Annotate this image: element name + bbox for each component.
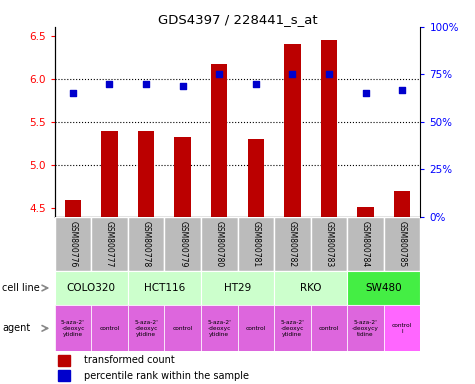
Text: GSM800783: GSM800783 <box>324 221 333 267</box>
Bar <box>384 217 420 271</box>
Bar <box>201 217 238 271</box>
Bar <box>55 271 128 305</box>
Bar <box>164 305 201 351</box>
Bar <box>128 305 164 351</box>
Text: HCT116: HCT116 <box>144 283 185 293</box>
Text: 5-aza-2'
-deoxyc
ytidine: 5-aza-2' -deoxyc ytidine <box>134 320 158 337</box>
Text: control
l: control l <box>392 323 412 334</box>
Point <box>142 81 150 87</box>
Bar <box>65 200 81 384</box>
Text: 5-aza-2'
-deoxyc
ytidine: 5-aza-2' -deoxyc ytidine <box>280 320 304 337</box>
Text: HT29: HT29 <box>224 283 251 293</box>
Bar <box>274 271 347 305</box>
Point <box>216 71 223 78</box>
Bar <box>211 64 228 384</box>
Bar <box>164 217 201 271</box>
Bar <box>91 305 128 351</box>
Text: control: control <box>99 326 120 331</box>
Bar <box>58 355 70 366</box>
Text: 5-aza-2'
-deoxycy
tidine: 5-aza-2' -deoxycy tidine <box>352 320 379 337</box>
Point <box>105 81 113 87</box>
Bar <box>311 305 347 351</box>
Bar <box>238 305 274 351</box>
Text: GSM800778: GSM800778 <box>142 221 151 267</box>
Text: GSM800776: GSM800776 <box>68 221 77 267</box>
Bar <box>384 305 420 351</box>
Text: RKO: RKO <box>300 283 322 293</box>
Title: GDS4397 / 228441_s_at: GDS4397 / 228441_s_at <box>158 13 317 26</box>
Text: agent: agent <box>2 323 30 333</box>
Text: GSM800777: GSM800777 <box>105 221 114 267</box>
Bar <box>55 217 91 271</box>
Bar <box>238 217 274 271</box>
Bar <box>311 217 347 271</box>
Bar <box>321 40 337 384</box>
Text: GSM800782: GSM800782 <box>288 221 297 267</box>
Bar <box>357 207 374 384</box>
Text: GSM800780: GSM800780 <box>215 221 224 267</box>
Bar <box>274 217 311 271</box>
Bar <box>128 271 201 305</box>
Text: GSM800784: GSM800784 <box>361 221 370 267</box>
Point <box>289 71 296 78</box>
Text: control: control <box>319 326 339 331</box>
Text: percentile rank within the sample: percentile rank within the sample <box>84 371 249 381</box>
Bar <box>347 305 384 351</box>
Point <box>362 90 370 96</box>
Bar <box>394 191 410 384</box>
Bar <box>174 137 191 384</box>
Text: GSM800785: GSM800785 <box>398 221 407 267</box>
Bar <box>91 217 128 271</box>
Bar <box>55 305 91 351</box>
Point <box>398 86 406 93</box>
Text: GSM800781: GSM800781 <box>251 221 260 267</box>
Bar <box>284 44 301 384</box>
Point <box>179 83 186 89</box>
Point <box>252 81 259 87</box>
Text: control: control <box>246 326 266 331</box>
Bar <box>101 131 118 384</box>
Text: transformed count: transformed count <box>84 356 175 366</box>
Point <box>325 71 332 78</box>
Text: 5-aza-2'
-deoxyc
ytidine: 5-aza-2' -deoxyc ytidine <box>61 320 85 337</box>
Text: cell line: cell line <box>2 283 40 293</box>
Text: COLO320: COLO320 <box>66 283 116 293</box>
Bar <box>347 271 420 305</box>
Bar <box>201 305 238 351</box>
Point <box>69 90 77 96</box>
Bar <box>138 131 154 384</box>
Bar <box>58 370 70 381</box>
Bar <box>274 305 311 351</box>
Text: control: control <box>172 326 193 331</box>
Bar <box>128 217 164 271</box>
Bar <box>347 217 384 271</box>
Bar <box>247 139 264 384</box>
Text: SW480: SW480 <box>365 283 402 293</box>
Text: GSM800779: GSM800779 <box>178 221 187 267</box>
Bar <box>201 271 274 305</box>
Text: 5-aza-2'
-deoxyc
ytidine: 5-aza-2' -deoxyc ytidine <box>207 320 231 337</box>
